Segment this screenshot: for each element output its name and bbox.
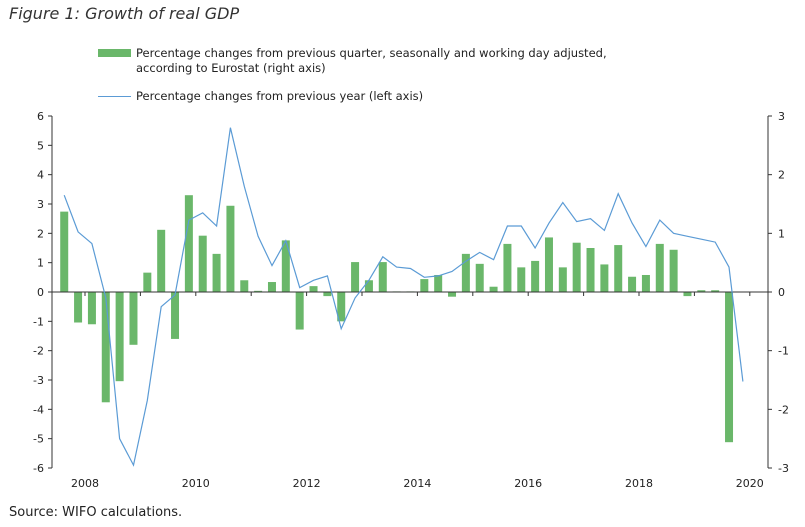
- gdp-bar-2007Q4: [74, 292, 83, 323]
- chart-title: Figure 1: Growth of real GDP: [9, 4, 240, 23]
- gdp-bar-2017Q3: [614, 245, 623, 292]
- gdp-bar-2018Q2: [655, 243, 664, 292]
- gdp-bar-2011Q3: [281, 240, 290, 292]
- left-axis-tick-label: -5: [33, 433, 44, 446]
- gdp-bar-2009Q3: [171, 292, 180, 339]
- legend-line-label: Percentage changes from previous year (l…: [136, 89, 424, 103]
- legend-bar-label: Percentage changes from previous quarter…: [136, 46, 607, 75]
- chart-legend: Percentage changes from previous quarter…: [98, 46, 607, 117]
- gdp-bar-2012Q3: [337, 292, 346, 322]
- gdp-bar-2010Q1: [198, 235, 207, 292]
- right-axis-tick-label: -1: [778, 345, 789, 358]
- x-axis-label-2012: 2012: [293, 477, 321, 490]
- gdp-bar-2009Q2: [157, 229, 166, 292]
- gdp-bar-2011Q4: [295, 292, 304, 330]
- gdp-bar-2012Q4: [351, 262, 360, 292]
- gdp-bar-2016Q1: [531, 260, 540, 292]
- gdp-bar-2010Q2: [212, 253, 221, 292]
- right-axis-tick-label: 2: [778, 169, 785, 182]
- x-axis-label-2008: 2008: [71, 477, 99, 490]
- gdp-bar-2014Q3: [448, 292, 457, 297]
- gdp-bar-2019Q2: [711, 290, 720, 292]
- left-axis-tick-label: -6: [33, 462, 44, 475]
- gdp-bar-2014Q2: [434, 274, 443, 292]
- gdp-bar-2017Q2: [600, 264, 609, 292]
- gdp-bar-2010Q4: [240, 280, 249, 292]
- gdp-bar-2007Q3: [60, 211, 69, 292]
- gdp-bar-2019Q1: [697, 290, 706, 292]
- gdp-bar-2008Q1: [87, 292, 96, 325]
- right-axis-tick-label: -3: [778, 462, 789, 475]
- legend-bar-swatch: [98, 49, 131, 57]
- gdp-bar-2011Q1: [254, 290, 263, 292]
- gdp-bar-2013Q2: [378, 262, 387, 292]
- gdp-bar-2015Q3: [503, 243, 512, 292]
- right-axis-tick-label: 1: [778, 227, 785, 240]
- gdp-bar-2015Q4: [517, 267, 526, 292]
- gdp-bar-2009Q4: [184, 195, 193, 292]
- gdp-bar-2016Q2: [544, 237, 553, 292]
- left-axis-tick-label: 2: [37, 227, 44, 240]
- left-axis-tick-label: -3: [33, 374, 44, 387]
- legend-line-swatch: [98, 96, 131, 97]
- yoy-growth-line: [63, 127, 744, 467]
- gdp-bar-2017Q4: [628, 276, 637, 292]
- gdp-bar-2008Q2: [101, 292, 110, 403]
- gdp-bar-2018Q3: [669, 249, 678, 292]
- gdp-bar-2009Q1: [143, 272, 152, 292]
- gdp-bar-2015Q1: [475, 263, 484, 292]
- left-axis-tick-label: 4: [37, 169, 44, 182]
- right-axis-tick-label: -2: [778, 403, 789, 416]
- left-axis-tick-label: 5: [37, 139, 44, 152]
- gdp-bar-2018Q4: [683, 292, 692, 297]
- gdp-bar-2016Q4: [572, 242, 581, 292]
- right-axis-tick-label: 0: [778, 286, 785, 299]
- left-axis-tick-label: -1: [33, 315, 44, 328]
- x-axis-label-2016: 2016: [514, 477, 542, 490]
- right-axis-tick-label: 3: [778, 110, 785, 123]
- x-axis-label-2018: 2018: [625, 477, 653, 490]
- gdp-bar-2012Q1: [309, 286, 318, 292]
- gdp-bar-2008Q4: [129, 292, 138, 345]
- legend-item-bars: Percentage changes from previous quarter…: [98, 46, 607, 76]
- gdp-bar-2010Q3: [226, 205, 235, 292]
- gdp-bar-2012Q2: [323, 292, 332, 297]
- left-axis-tick-label: 1: [37, 257, 44, 270]
- gdp-bar-2016Q3: [558, 267, 567, 292]
- left-axis-tick-label: -2: [33, 345, 44, 358]
- x-axis-label-2020: 2020: [736, 477, 764, 490]
- left-axis-tick-label: 3: [37, 198, 44, 211]
- gdp-bar-2014Q4: [461, 253, 470, 292]
- gdp-bar-2017Q1: [586, 248, 595, 292]
- gdp-bar-2008Q3: [115, 292, 124, 382]
- x-axis-label-2010: 2010: [182, 477, 210, 490]
- left-axis-tick-label: -4: [33, 403, 44, 416]
- gdp-bar-2018Q1: [641, 274, 650, 292]
- legend-item-line: Percentage changes from previous year (l…: [98, 89, 607, 104]
- x-axis-label-2014: 2014: [403, 477, 431, 490]
- gdp-bar-2015Q2: [489, 286, 498, 292]
- gdp-bar-2011Q2: [267, 282, 276, 292]
- source-note: Source: WIFO calculations.: [9, 505, 183, 520]
- gdp-bar-2019Q3: [725, 292, 734, 443]
- gdp-bar-2013Q1: [364, 280, 373, 292]
- left-axis-tick-label: 6: [37, 110, 44, 123]
- gdp-bar-2014Q1: [420, 279, 429, 292]
- left-axis-tick-label: 0: [37, 286, 44, 299]
